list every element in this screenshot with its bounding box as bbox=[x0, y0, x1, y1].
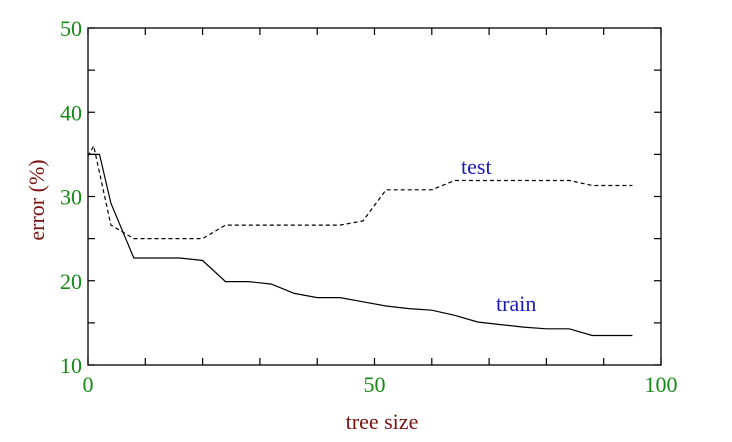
y-tick-label: 10 bbox=[60, 353, 82, 378]
plot-frame bbox=[87, 27, 662, 366]
y-tick-label: 40 bbox=[60, 100, 82, 125]
y-tick-label: 20 bbox=[60, 269, 82, 294]
y-tick-label: 30 bbox=[60, 185, 82, 210]
x-axis-title: tree size bbox=[346, 409, 419, 434]
x-tick-label: 50 bbox=[364, 372, 386, 397]
x-tick-label: 100 bbox=[645, 372, 678, 397]
x-tick-label: 0 bbox=[83, 372, 94, 397]
y-tick-label: 50 bbox=[60, 16, 82, 41]
series-line-test bbox=[87, 144, 633, 240]
y-axis-title: error (%) bbox=[24, 159, 49, 240]
series-label-train: train bbox=[496, 291, 536, 316]
series-line-train bbox=[88, 153, 633, 337]
series-label-test: test bbox=[461, 154, 492, 179]
